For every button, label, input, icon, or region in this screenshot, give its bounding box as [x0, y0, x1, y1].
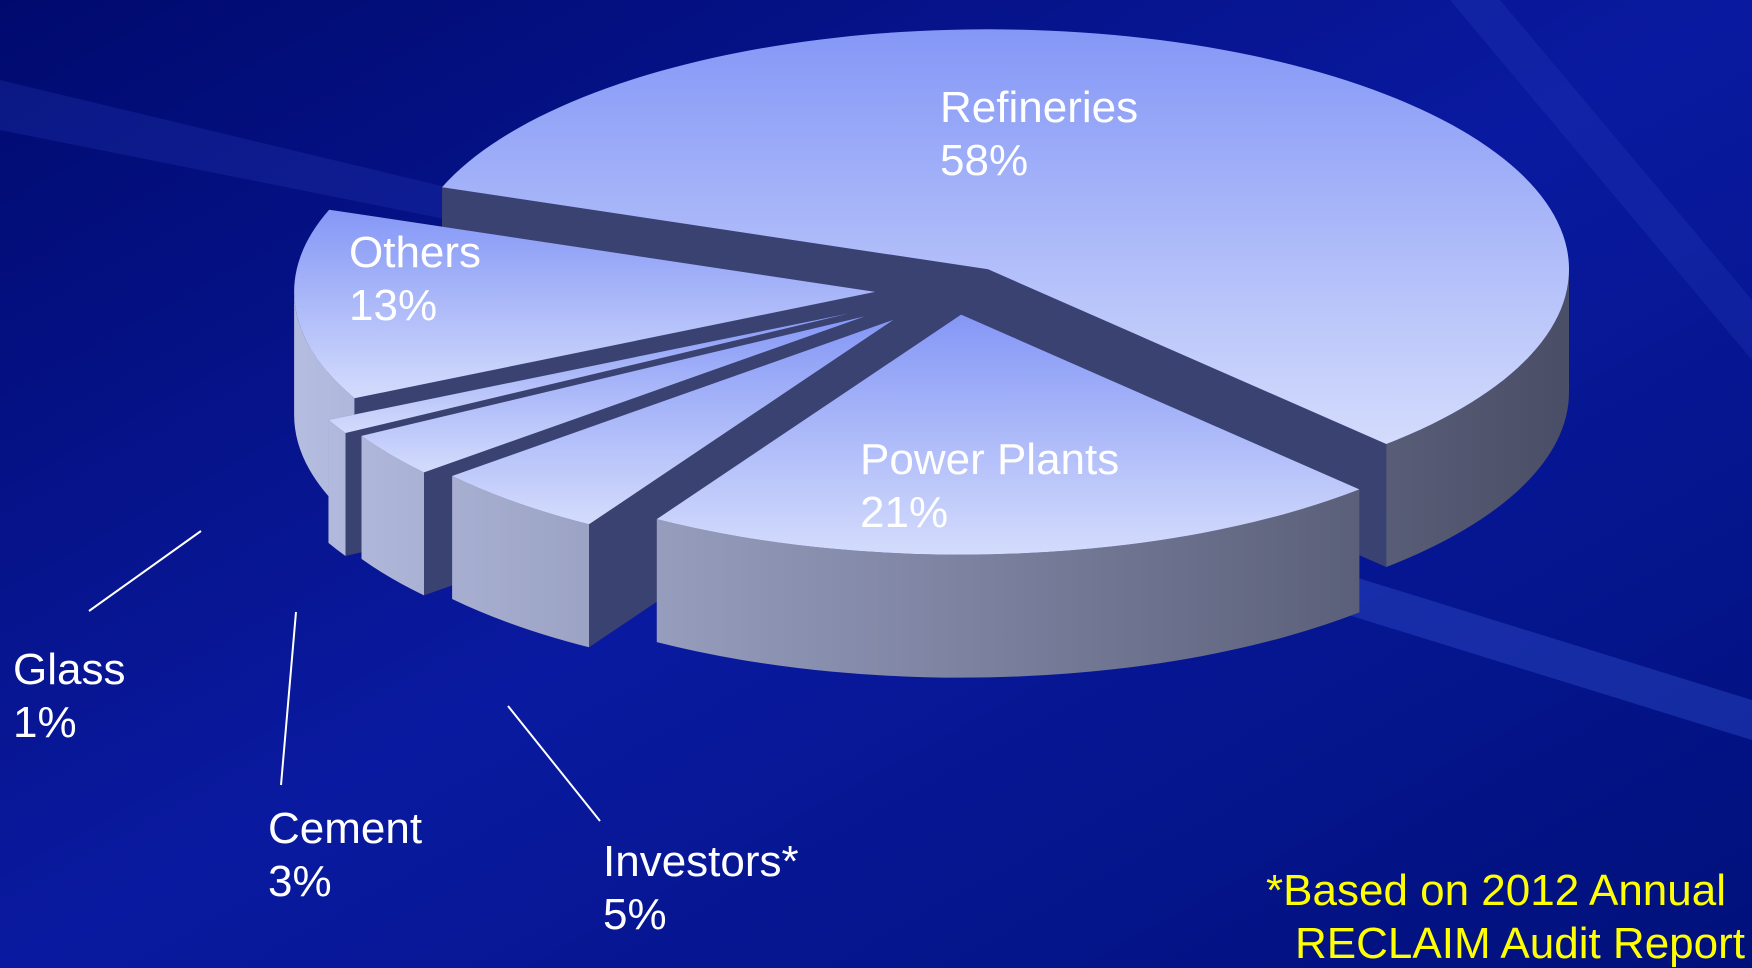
value-label: 13%: [349, 281, 437, 330]
annotation: RECLAIM Audit Report: [1295, 919, 1745, 968]
slice-wall: [656, 489, 1360, 678]
slice-wall: [1386, 269, 1569, 568]
value-label: 21%: [860, 488, 948, 537]
streak: [1300, 560, 1752, 740]
pie: [294, 29, 1569, 678]
slice-top: [294, 209, 876, 399]
leader-line: [88, 530, 202, 612]
slice-top: [361, 316, 866, 473]
annotation: *Based on 2012 Annual: [1266, 866, 1726, 915]
slice-wall: [361, 435, 424, 596]
slice-label: Refineries: [940, 83, 1138, 132]
slice-label: Investors*: [603, 837, 799, 886]
value-label: 58%: [940, 136, 1028, 185]
slice-top: [442, 29, 1569, 445]
slice-wall: [328, 419, 346, 557]
slice-label: Cement: [268, 804, 422, 853]
slice-wall: [452, 476, 590, 648]
slice-top: [656, 314, 1360, 555]
slice-label: Glass: [13, 645, 125, 694]
slice-top: [452, 319, 894, 525]
streak: [1450, 0, 1752, 360]
value-label: 5%: [603, 890, 667, 939]
slice-top: [328, 313, 850, 434]
slice-label: Others: [349, 228, 481, 277]
leader-line: [507, 705, 601, 822]
streak: [0, 80, 500, 230]
slice: [656, 314, 1360, 678]
value-label: 1%: [13, 698, 77, 747]
leader-line: [280, 611, 297, 786]
value-label: 3%: [268, 857, 332, 906]
slice-label: Power Plants: [860, 435, 1119, 484]
